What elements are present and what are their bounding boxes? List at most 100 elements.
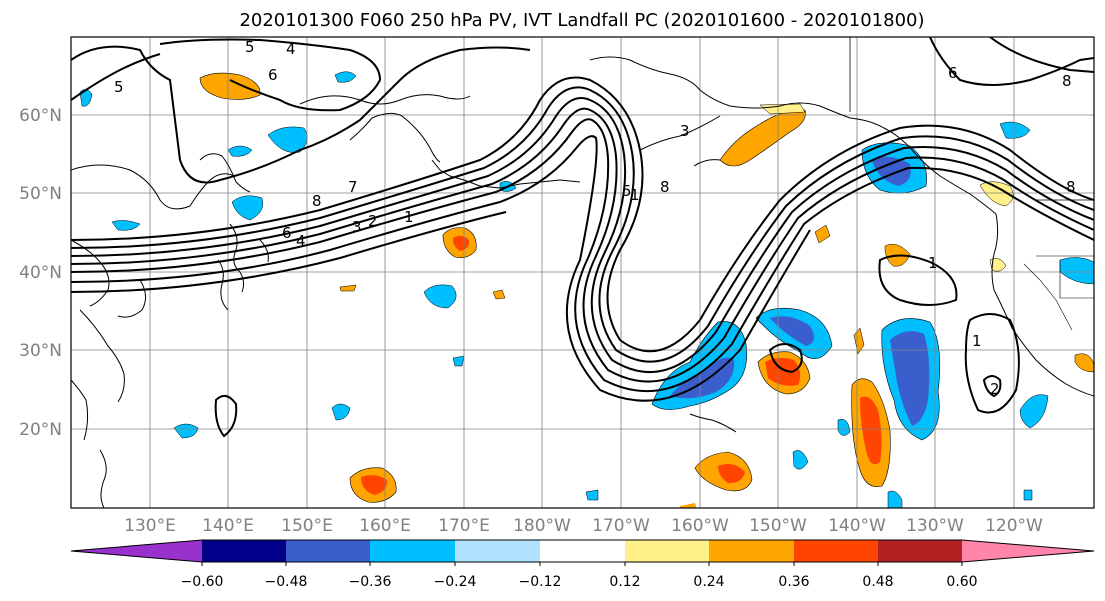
lon-label: 140°W — [828, 516, 886, 536]
negative-anomaly — [452, 355, 465, 367]
negative-anomaly — [1023, 489, 1033, 501]
lat-label: 30°N — [19, 341, 62, 361]
negative-anomaly — [334, 71, 357, 83]
contour-label: 4 — [296, 232, 306, 250]
positive-anomaly — [199, 72, 261, 100]
contour-label: 4 — [286, 40, 296, 58]
negative-anomaly — [111, 220, 141, 231]
contour-line — [71, 76, 1094, 353]
shaded-anomalies — [79, 71, 1094, 508]
contour-line — [71, 53, 161, 101]
contours — [71, 37, 1094, 438]
lon-label: 140°E — [202, 516, 254, 536]
colorbar-segment — [370, 540, 455, 562]
positive-anomaly — [442, 227, 477, 258]
colorbar-tick-label: −0.36 — [349, 574, 392, 590]
lat-labels: 60°N 50°N 40°N 30°N 20°N — [19, 106, 62, 440]
positive-anomaly — [492, 289, 506, 300]
colorbar-tick-label: 0.36 — [778, 574, 809, 590]
coastlines — [71, 37, 1094, 508]
colorbar-segment — [540, 540, 625, 562]
contour-label: 1 — [928, 254, 938, 272]
negative-anomaly — [792, 450, 809, 470]
colorbar-ticks: −0.60 −0.48 −0.36 −0.24 −0.12 0.12 0.24 0.36 0.4… — [181, 562, 978, 590]
contour-label: 1 — [630, 186, 640, 204]
map-panel: 5 4 6 5 8 7 6 4 3 2 1 1 8 5 3 6 8 8 1 1 — [70, 36, 1095, 509]
contour-line — [214, 394, 238, 438]
contour-label: 6 — [282, 224, 292, 242]
lon-labels: 130°E 140°E 150°E 160°E 170°E 180°W 170°… — [124, 516, 1043, 536]
colorbar-tick-label: −0.12 — [519, 574, 562, 590]
colorbar-tick-label: −0.60 — [181, 574, 224, 590]
contour-label: 1 — [404, 208, 414, 226]
contour-label: 3 — [680, 122, 690, 140]
contour-line — [71, 135, 811, 402]
negative-anomaly — [881, 318, 941, 441]
contour-label: 2 — [990, 380, 1000, 398]
lon-label: 130°W — [906, 516, 964, 536]
contour-label: 5 — [622, 182, 632, 200]
map-title: 2020101300 F060 250 hPa PV, IVT Landfall… — [239, 10, 924, 31]
contour-line — [71, 97, 1094, 373]
contour-label: 8 — [660, 178, 670, 196]
negative-anomaly — [331, 403, 351, 421]
contour-line — [159, 38, 382, 112]
lon-label: 170°E — [438, 516, 490, 536]
negative-anomaly — [227, 145, 253, 157]
negative-anomaly — [755, 307, 833, 359]
colorbar-segment — [286, 540, 370, 562]
contour-label: 6 — [948, 64, 958, 82]
lon-label: 150°W — [749, 516, 807, 536]
negative-anomaly — [887, 490, 903, 508]
positive-anomaly — [989, 258, 1007, 272]
gridlines — [71, 37, 1094, 508]
positive-anomaly — [851, 378, 891, 487]
positive-anomaly — [719, 103, 806, 167]
lat-label: 60°N — [19, 106, 62, 126]
map-frame — [70, 36, 1095, 509]
negative-anomaly — [837, 419, 851, 436]
colorbar-tick-label: 0.60 — [946, 574, 977, 590]
lat-label: 50°N — [19, 184, 62, 204]
contour-label: 6 — [268, 66, 278, 84]
negative-anomaly — [1059, 257, 1094, 285]
contour-label: 5 — [245, 38, 255, 56]
contour-label: 2 — [368, 212, 378, 230]
positive-anomaly — [339, 284, 357, 292]
colorbar-segment — [962, 540, 1094, 562]
contour-label: 8 — [312, 192, 322, 210]
lon-label: 160°E — [359, 516, 411, 536]
contour-label: 8 — [1062, 72, 1072, 90]
negative-anomaly — [423, 284, 457, 309]
contour-line — [989, 37, 1094, 73]
contour-labels: 5 4 6 5 8 7 6 4 3 2 1 1 8 5 3 6 8 8 1 1 — [114, 38, 1076, 398]
colorbar-segment — [794, 540, 878, 562]
negative-anomaly — [79, 89, 93, 107]
positive-anomaly — [694, 451, 753, 492]
contour-line — [878, 254, 958, 306]
negative-anomaly — [651, 321, 747, 410]
colorbar-segment — [878, 540, 962, 562]
negative-anomaly — [585, 489, 599, 501]
colorbar-tick-label: 0.12 — [609, 574, 640, 590]
contour-line — [71, 118, 1094, 393]
positive-anomaly — [1074, 353, 1094, 373]
contour-line — [71, 107, 1094, 383]
colorbar: −0.60 −0.48 −0.36 −0.24 −0.12 0.12 0.24 0.36 0.4… — [70, 539, 1095, 590]
contour-label: 1 — [972, 332, 982, 350]
lon-label: 120°W — [985, 516, 1043, 536]
contour-label: 3 — [352, 218, 362, 236]
contour-line — [768, 343, 803, 374]
contour-label: 7 — [348, 178, 358, 196]
lat-label: 40°N — [19, 263, 62, 283]
contour-line — [71, 211, 507, 293]
colorbar-segment — [455, 540, 540, 562]
positive-anomaly — [680, 503, 697, 508]
contour-line — [982, 375, 1002, 398]
contour-line — [71, 45, 531, 184]
lon-label: 130°E — [124, 516, 176, 536]
contour-line — [964, 313, 1020, 414]
colorbar-tick-label: −0.48 — [265, 574, 308, 590]
positive-anomaly — [814, 224, 831, 244]
